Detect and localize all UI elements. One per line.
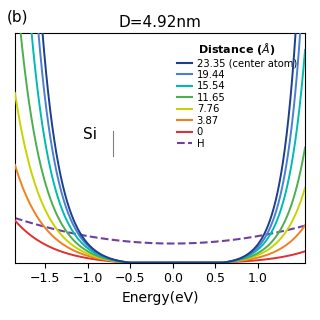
Legend: 23.35 (center atom), 19.44, 15.54, 11.65, 7.76, 3.87, 0, H: 23.35 (center atom), 19.44, 15.54, 11.65… [174,37,300,152]
Title: D=4.92nm: D=4.92nm [119,15,201,30]
Text: Si: Si [83,127,97,142]
Text: (b): (b) [6,10,28,25]
X-axis label: Energy(eV): Energy(eV) [121,291,199,305]
